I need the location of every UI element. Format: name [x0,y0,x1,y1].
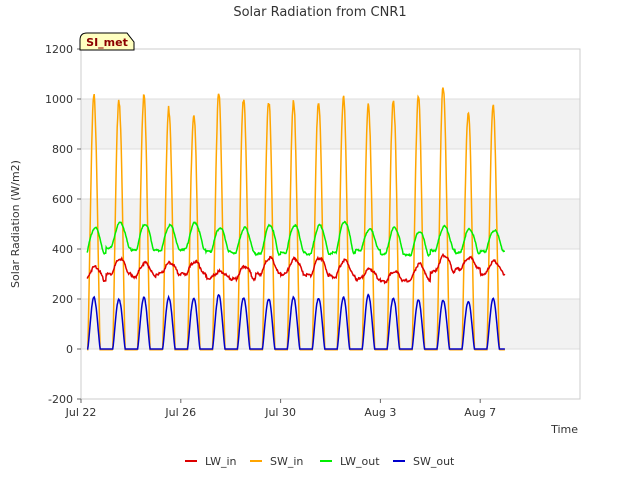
y-tick-label: 0 [66,343,73,356]
legend-label: SW_out [413,455,455,468]
y-tick-label: 1000 [45,93,73,106]
plot-background [81,49,580,399]
x-tick-label: Jul 26 [164,406,196,419]
series-layer [86,87,506,351]
site-badge-label: SI_met [86,36,128,49]
plot-band [81,99,580,149]
series-line-lw-in [86,252,506,285]
plot-frame [80,48,581,400]
x-tick-label: Jul 22 [65,406,97,419]
legend-label: LW_out [340,455,380,468]
y-tick-label: 800 [52,143,73,156]
y-tick-label: 200 [52,293,73,306]
y-axis-label: Solar Radiation (W/m2) [9,160,22,288]
legend: LW_in SW_in LW_out SW_out [185,455,455,468]
series-line-lw-out [86,220,505,258]
series-line-sw-in [86,87,505,351]
plot-band [81,299,580,349]
y-tick-label: 1200 [45,43,73,56]
series-line-sw-out [86,293,505,350]
legend-label: SW_in [270,455,303,468]
site-badge: SI_met [79,32,135,51]
legend-label: LW_in [205,455,237,468]
y-axis: -200 0 200 400 600 800 1000 1200 [45,43,81,406]
x-axis-label: Time [550,423,578,436]
x-tick-label: Aug 7 [464,406,496,419]
y-tick-label: -200 [48,393,73,406]
x-tick-label: Jul 30 [264,406,296,419]
x-tick-label: Aug 3 [364,406,396,419]
x-axis: Jul 22 Jul 26 Jul 30 Aug 3 Aug 7 [65,399,496,419]
y-tick-label: 600 [52,193,73,206]
chart-title: Solar Radiation from CNR1 [233,5,406,20]
plot-band [81,199,580,249]
y-tick-label: 400 [52,243,73,256]
